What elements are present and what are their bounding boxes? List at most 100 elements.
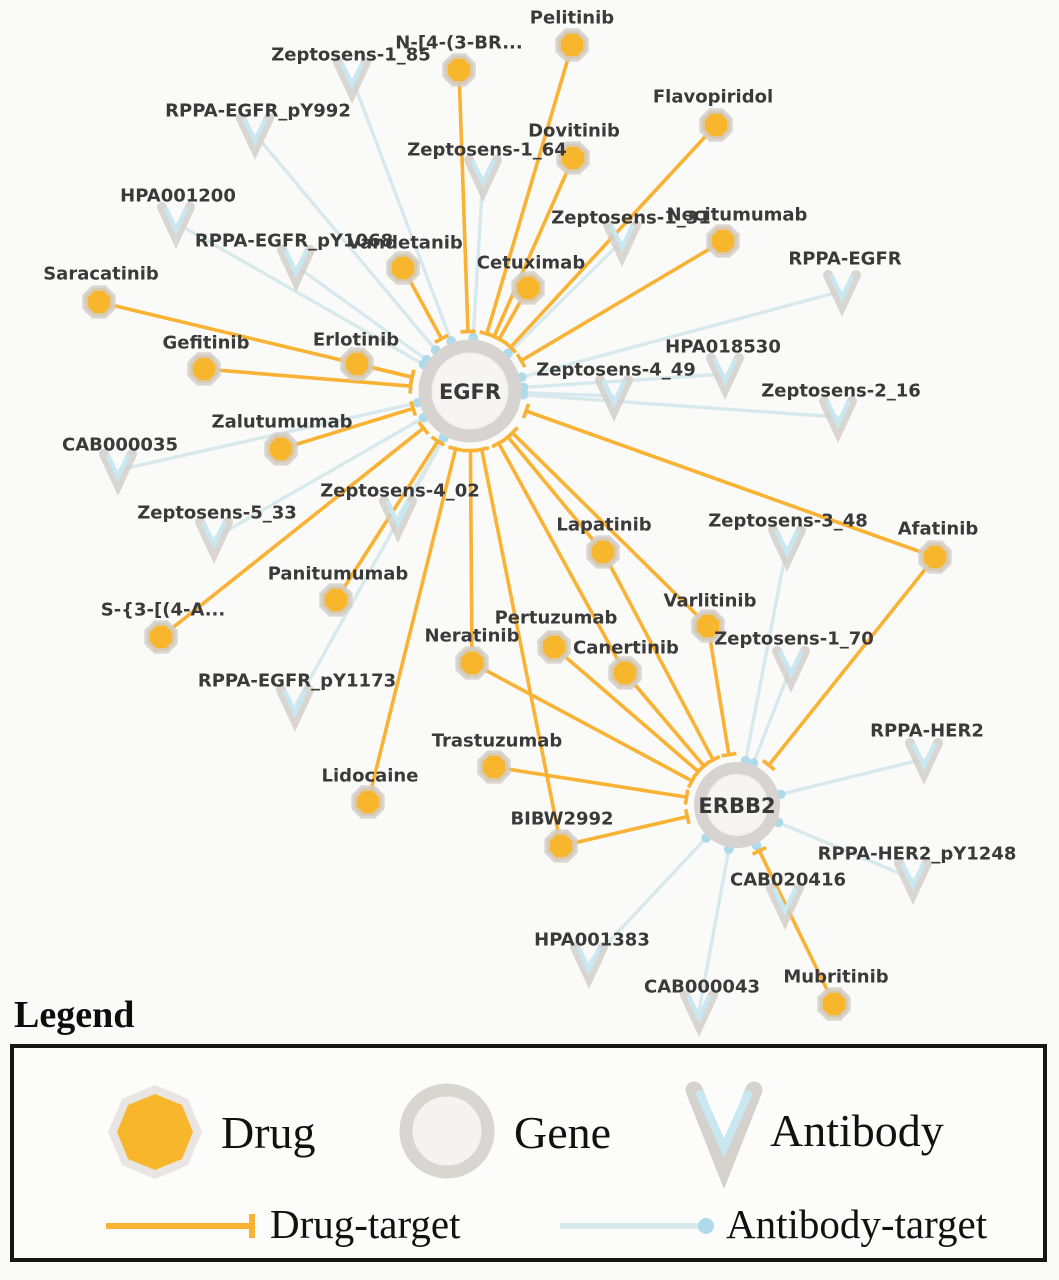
edge-drug-lidocaine-egfr xyxy=(366,448,458,803)
node-drug-varlitinib[interactable] xyxy=(691,609,725,643)
node-antibody-rppa-egfr-py1068[interactable] xyxy=(277,245,315,292)
antibody-label: HPA018530 xyxy=(665,337,781,358)
node-antibody-zeptosens-5-33[interactable] xyxy=(195,517,233,564)
edge-antibody-rppa-egfr-py992 xyxy=(253,132,437,352)
node-antibody-rppa-egfr-py992[interactable] xyxy=(236,113,274,160)
drug-octagon-icon xyxy=(918,540,952,574)
node-antibody-rppa-her2-py1248[interactable] xyxy=(894,858,932,905)
node-drug-neratinib[interactable] xyxy=(455,646,489,680)
antibody-legend-icon xyxy=(685,1081,763,1188)
antibody-chevron-icon xyxy=(894,858,932,905)
node-drug-n-4-3-br[interactable] xyxy=(442,53,476,87)
node-antibody-cab000043[interactable] xyxy=(680,990,718,1037)
node-antibody-zeptosens-1-85[interactable] xyxy=(333,57,371,104)
node-drug-necitumumab[interactable] xyxy=(706,224,740,258)
node-drug-flavopiridol[interactable] xyxy=(699,108,733,142)
drug-label: Neratinib xyxy=(425,626,520,647)
node-drug-lapatinib[interactable] xyxy=(586,535,620,569)
antibody-chevron-icon xyxy=(595,375,633,422)
gene-legend-label: Gene xyxy=(514,1107,612,1158)
labels-layer: Zeptosens-1_85 RPPA-EGFR_pY992 HPA001200 RP… xyxy=(43,8,1016,998)
gene-label: EGFR xyxy=(439,380,501,404)
node-antibody-hpa018530[interactable] xyxy=(706,353,744,400)
node-antibody-rppa-her2[interactable] xyxy=(905,738,943,785)
node-gene-erbb2[interactable]: ERBB2 xyxy=(694,762,780,848)
drug-octagon-icon xyxy=(340,347,374,381)
edge-antibody-rppa-her2-py1248 xyxy=(777,820,914,881)
node-antibody-zeptosens-1-31[interactable] xyxy=(603,220,641,267)
drug-octagon-icon xyxy=(477,750,511,784)
legend-title: Legend xyxy=(14,994,135,1036)
node-antibody-rppa-egfr-py1173[interactable] xyxy=(276,685,314,732)
node-gene-egfr[interactable]: EGFR xyxy=(418,339,522,443)
antibody-legend-label: Antibody xyxy=(770,1105,944,1156)
node-drug-erlotinib[interactable] xyxy=(340,347,374,381)
node-antibody-hpa001383[interactable] xyxy=(570,942,608,989)
node-drug-pertuzumab[interactable] xyxy=(537,630,571,664)
drug-octagon-icon xyxy=(699,108,733,142)
node-antibody-zeptosens-2-16[interactable] xyxy=(819,396,857,443)
drug-label: Saracatinib xyxy=(43,264,159,285)
node-drug-canertinib[interactable] xyxy=(608,656,642,690)
drug-octagon-icon xyxy=(319,583,353,617)
node-antibody-hpa001200[interactable] xyxy=(157,202,195,249)
edge-drug-tbar-zalutumumab-egfr xyxy=(409,400,418,417)
node-antibody-cab000035[interactable] xyxy=(99,449,137,496)
node-drug-mubritinib[interactable] xyxy=(817,987,851,1021)
edge-drug-tbar-pertuzumab-erbb2 xyxy=(692,764,705,779)
edge-antibody-hpa001383 xyxy=(587,836,708,965)
antibody-label: RPPA-HER2_pY1248 xyxy=(818,844,1017,865)
antibody-chevron-icon xyxy=(905,738,943,785)
antibody-chevron-inner xyxy=(778,650,804,680)
drug-label: S-{3-[(4-A... xyxy=(101,600,225,621)
edge-drug-tbar-mubritinib-erbb2 xyxy=(751,845,767,856)
drug-octagon-icon xyxy=(586,535,620,569)
edge-drug-varlitinib-erbb2 xyxy=(706,625,731,755)
edge-drug-trastuzumab-erbb2 xyxy=(493,765,687,799)
node-drug-gefitinib[interactable] xyxy=(187,352,221,386)
drug-octagon-icon xyxy=(556,141,590,175)
edge-drug-tbar-erlotinib-egfr xyxy=(408,369,416,385)
edge-drug-tbar-trastuzumab-erbb2 xyxy=(683,789,690,805)
node-drug-saracatinib[interactable] xyxy=(82,285,116,319)
node-drug-panitumumab[interactable] xyxy=(319,583,353,617)
node-drug-lidocaine[interactable] xyxy=(351,785,385,819)
drug-octagon-icon xyxy=(144,620,178,654)
node-antibody-zeptosens-1-64[interactable] xyxy=(464,155,502,202)
antibody-chevron-icon xyxy=(379,496,417,543)
node-drug-trastuzumab[interactable] xyxy=(477,750,511,784)
node-antibody-zeptosens-3-48[interactable] xyxy=(768,525,806,572)
node-drug-afatinib[interactable] xyxy=(918,540,952,574)
antibody-chevron-inner xyxy=(829,274,855,304)
node-antibody-zeptosens-4-02[interactable] xyxy=(379,496,417,543)
node-antibody-rppa-egfr[interactable] xyxy=(823,270,861,317)
node-drug-cetuximab[interactable] xyxy=(511,271,545,305)
node-drug-s-3-4-a[interactable] xyxy=(144,620,178,654)
edge-drug-tbar-bibw2992-egfr xyxy=(473,446,490,453)
edge-drug-pertuzumab-erbb2 xyxy=(552,645,700,774)
node-antibody-zeptosens-1-70[interactable] xyxy=(772,646,810,693)
edge-antibody-rppa-egfr xyxy=(521,289,843,379)
antibody-label: RPPA-EGFR_pY1173 xyxy=(198,671,396,692)
node-drug-vandetanib[interactable] xyxy=(386,251,420,285)
drug-octagon-icon xyxy=(264,432,298,466)
drug-label: Lidocaine xyxy=(322,766,419,787)
node-drug-pelitinib[interactable] xyxy=(555,28,589,62)
node-antibody-cab020416[interactable] xyxy=(766,883,804,930)
node-drug-bibw2992[interactable] xyxy=(544,829,578,863)
edge-drug-tbar-canertinib-egfr xyxy=(491,437,507,449)
antibody-chevron-inner xyxy=(283,249,309,279)
edge-drug-tbar-n-4-3-br-egfr xyxy=(460,329,476,334)
edge-antibody-rppa-her2 xyxy=(780,757,925,796)
drug-octagon-icon xyxy=(706,224,740,258)
antibody-chevron-icon xyxy=(823,270,861,317)
node-drug-zalutumumab[interactable] xyxy=(264,432,298,466)
node-drug-dovitinib[interactable] xyxy=(556,141,590,175)
nodes-layer: EGFR ERBB2 xyxy=(82,28,952,1037)
drug-label: Canertinib xyxy=(573,638,679,659)
node-antibody-zeptosens-4-49[interactable] xyxy=(595,375,633,422)
edge-antibody-cab000035 xyxy=(117,401,419,472)
antibody-chevron-inner xyxy=(105,453,131,483)
drug-octagon-icon xyxy=(442,53,476,87)
edge-antibody-zeptosens-1-64 xyxy=(471,175,485,338)
